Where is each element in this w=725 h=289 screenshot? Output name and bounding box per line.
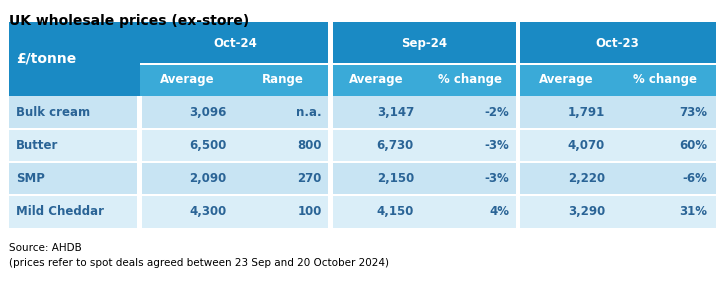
Bar <box>140 62 716 65</box>
Text: Bulk cream: Bulk cream <box>16 106 90 119</box>
Text: n.a.: n.a. <box>297 106 322 119</box>
Text: 31%: 31% <box>679 205 708 218</box>
Text: SMP: SMP <box>16 172 45 185</box>
Bar <box>140 64 235 96</box>
Bar <box>9 22 716 64</box>
Bar <box>9 162 716 195</box>
Bar <box>516 96 521 129</box>
Bar <box>235 64 331 96</box>
Bar <box>9 128 716 130</box>
Text: Sep-24: Sep-24 <box>402 36 447 49</box>
Text: -6%: -6% <box>683 172 708 185</box>
Bar <box>328 129 333 162</box>
Text: 2,090: 2,090 <box>189 172 226 185</box>
Text: 3,147: 3,147 <box>377 106 414 119</box>
Bar <box>138 96 142 228</box>
Bar <box>516 22 521 64</box>
Text: Average: Average <box>539 73 593 86</box>
Text: -3%: -3% <box>485 172 510 185</box>
Text: 3,096: 3,096 <box>189 106 226 119</box>
Text: 60%: 60% <box>679 139 708 152</box>
Text: 4,070: 4,070 <box>568 139 605 152</box>
Text: Average: Average <box>349 73 404 86</box>
Bar <box>9 194 716 196</box>
Text: Average: Average <box>160 73 215 86</box>
Bar <box>9 161 716 163</box>
Text: (prices refer to spot deals agreed between 23 Sep and 20 October 2024): (prices refer to spot deals agreed betwe… <box>9 258 389 268</box>
Bar <box>328 195 333 228</box>
Bar <box>328 96 333 129</box>
Bar <box>613 64 716 96</box>
Text: 4,150: 4,150 <box>376 205 414 218</box>
Text: 100: 100 <box>297 205 322 218</box>
Text: -2%: -2% <box>485 106 510 119</box>
Bar <box>9 22 140 96</box>
Bar <box>518 64 613 96</box>
Text: 73%: 73% <box>679 106 708 119</box>
Bar <box>516 195 521 228</box>
Text: UK wholesale prices (ex-store): UK wholesale prices (ex-store) <box>9 14 249 28</box>
Text: 6,730: 6,730 <box>377 139 414 152</box>
Text: 2,220: 2,220 <box>568 172 605 185</box>
Text: 2,150: 2,150 <box>377 172 414 185</box>
Bar <box>516 129 521 162</box>
Bar <box>516 162 521 195</box>
Bar <box>328 64 333 96</box>
Bar <box>328 22 333 64</box>
Text: -3%: -3% <box>485 139 510 152</box>
Text: 270: 270 <box>297 172 322 185</box>
Text: % change: % change <box>439 73 502 86</box>
Text: Range: Range <box>262 73 304 86</box>
Text: £/tonne: £/tonne <box>16 52 76 66</box>
Text: 4%: 4% <box>489 205 510 218</box>
Bar <box>9 129 716 162</box>
Bar <box>331 64 423 96</box>
Text: 1,791: 1,791 <box>568 106 605 119</box>
Text: Source: AHDB: Source: AHDB <box>9 243 81 253</box>
Text: 4,300: 4,300 <box>189 205 226 218</box>
Bar <box>328 162 333 195</box>
Bar <box>516 64 521 96</box>
Text: Oct-24: Oct-24 <box>213 36 257 49</box>
Text: Oct-23: Oct-23 <box>595 36 639 49</box>
Bar <box>9 96 716 129</box>
Text: Butter: Butter <box>16 139 58 152</box>
Bar <box>9 195 716 228</box>
Bar <box>423 64 518 96</box>
Text: Mild Cheddar: Mild Cheddar <box>16 205 104 218</box>
Text: 6,500: 6,500 <box>189 139 226 152</box>
Text: % change: % change <box>633 73 697 86</box>
Text: 800: 800 <box>297 139 322 152</box>
Text: 3,290: 3,290 <box>568 205 605 218</box>
